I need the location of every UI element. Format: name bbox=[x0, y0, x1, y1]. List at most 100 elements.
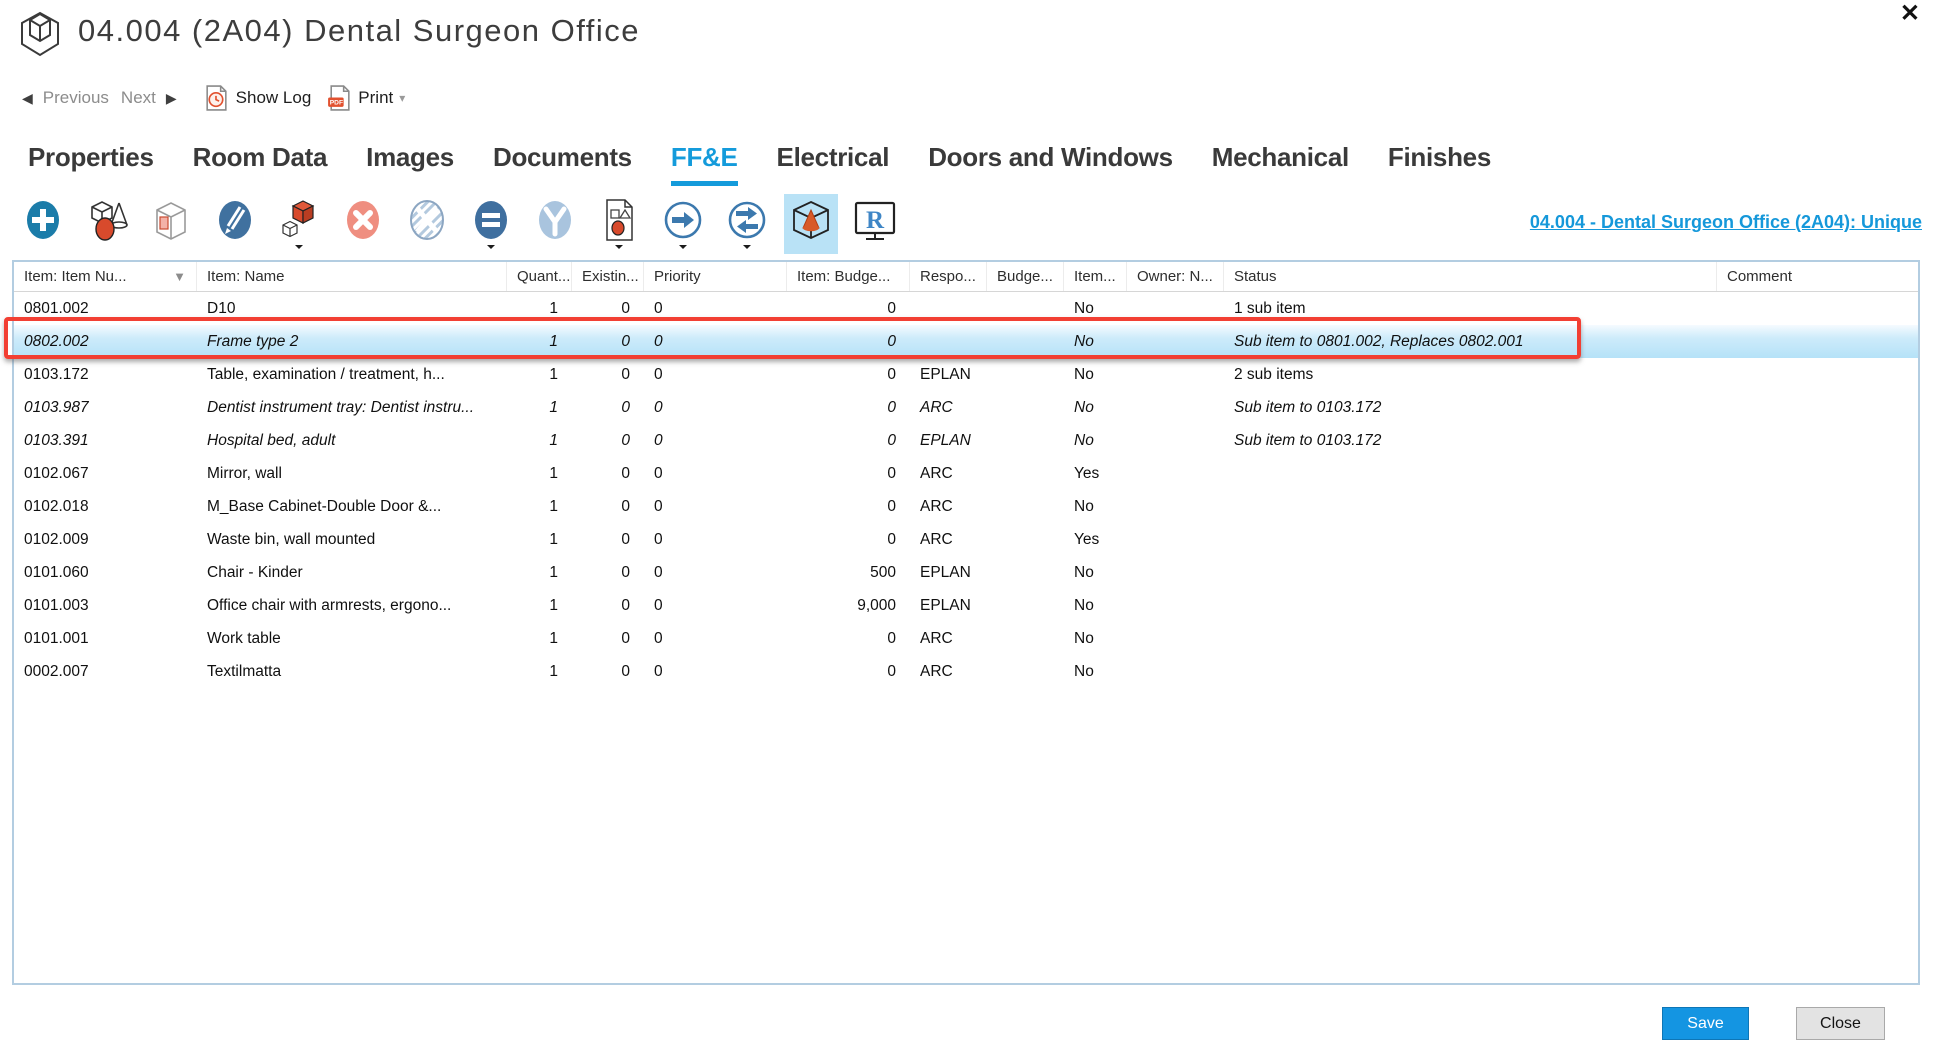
cell-responsible: ARC bbox=[920, 497, 953, 515]
tab-finishes[interactable]: Finishes bbox=[1387, 142, 1491, 172]
column-header-priority[interactable]: Priority bbox=[644, 262, 787, 291]
tab-mechanical[interactable]: Mechanical bbox=[1211, 142, 1349, 172]
copy-item-icon[interactable] bbox=[272, 194, 326, 254]
item-library-icon[interactable] bbox=[80, 194, 134, 254]
sort-descending-icon: ▼ bbox=[173, 269, 186, 284]
cell-item_flag: No bbox=[1074, 629, 1094, 647]
cell-existing: 0 bbox=[621, 530, 630, 548]
column-header-budget[interactable]: Item: Budge... bbox=[787, 262, 910, 291]
table-row[interactable]: 0101.003 Office chair with armrests, ergo… bbox=[14, 589, 1918, 622]
column-header-budget2[interactable]: Budge... bbox=[987, 262, 1064, 291]
cell-quantity: 1 bbox=[549, 299, 558, 317]
column-header-comment[interactable]: Comment bbox=[1717, 262, 1918, 291]
cell-item_flag: Yes bbox=[1074, 530, 1100, 548]
3d-view-icon[interactable] bbox=[784, 194, 838, 254]
copy-dropdown-icon[interactable] bbox=[295, 245, 303, 253]
cell-number: 0102.018 bbox=[24, 497, 89, 515]
tab-ff-e[interactable]: FF&E bbox=[670, 142, 738, 186]
add-item-icon[interactable] bbox=[16, 194, 70, 254]
table-row[interactable]: 0101.060 Chair - Kinder 1 0 0 500 EPLAN No bbox=[14, 556, 1918, 589]
cell-name: Mirror, wall bbox=[207, 464, 282, 482]
show-log-button[interactable]: Show Log bbox=[203, 84, 311, 112]
revit-icon[interactable]: R bbox=[848, 194, 902, 254]
cell-priority: 0 bbox=[654, 431, 663, 449]
cell-item_flag: No bbox=[1074, 662, 1094, 680]
tab-room-data[interactable]: Room Data bbox=[192, 142, 328, 172]
previous-button[interactable]: Previous bbox=[42, 88, 109, 107]
cell-status: Sub item to 0801.002, Replaces 0802.001 bbox=[1234, 332, 1524, 350]
table-row[interactable]: 0102.009 Waste bin, wall mounted 1 0 0 0 ARC Ye… bbox=[14, 523, 1918, 556]
tab-doors-and-windows[interactable]: Doors and Windows bbox=[928, 142, 1173, 172]
tab-electrical[interactable]: Electrical bbox=[776, 142, 890, 172]
svg-text:PDF: PDF bbox=[330, 100, 343, 107]
report-dropdown-icon[interactable] bbox=[615, 245, 623, 253]
tab-properties[interactable]: Properties bbox=[28, 142, 154, 172]
column-header-owner[interactable]: Owner: N... bbox=[1127, 262, 1224, 291]
cell-item_flag: No bbox=[1074, 365, 1094, 383]
cell-existing: 0 bbox=[621, 596, 630, 614]
item-report-icon[interactable] bbox=[592, 194, 646, 254]
cell-number: 0102.009 bbox=[24, 530, 89, 548]
table-row[interactable]: 0103.987 Dentist instrument tray: Dentist… bbox=[14, 391, 1918, 424]
cell-name: Frame type 2 bbox=[207, 332, 299, 350]
cell-name: M_Base Cabinet-Double Door &... bbox=[207, 497, 442, 515]
cell-existing: 0 bbox=[621, 464, 630, 482]
package-icon[interactable] bbox=[144, 194, 198, 254]
table-row[interactable]: 0102.018 M_Base Cabinet-Double Door &... 1… bbox=[14, 490, 1918, 523]
column-header-label: Budge... bbox=[997, 268, 1053, 285]
move-item-icon[interactable] bbox=[656, 194, 710, 254]
table-row[interactable]: 0801.002 D10 1 0 0 0 No 1 sub item bbox=[14, 292, 1918, 325]
properties-dropdown-icon[interactable] bbox=[487, 245, 495, 253]
cell-quantity: 1 bbox=[549, 464, 558, 482]
cell-name: Office chair with armrests, ergono... bbox=[207, 596, 452, 614]
print-dropdown-icon[interactable]: ▾ bbox=[399, 91, 406, 105]
cell-status: 2 sub items bbox=[1234, 365, 1314, 383]
tab-images[interactable]: Images bbox=[366, 142, 454, 172]
cell-existing: 0 bbox=[621, 332, 630, 350]
save-button[interactable]: Save bbox=[1662, 1007, 1749, 1040]
column-header-label: Status bbox=[1234, 268, 1277, 285]
properties-icon[interactable] bbox=[464, 194, 518, 254]
window-close-icon[interactable]: ✕ bbox=[1899, 0, 1920, 27]
cell-responsible: ARC bbox=[920, 464, 953, 482]
cell-item_flag: No bbox=[1074, 497, 1094, 515]
room-context-link[interactable]: 04.004 - Dental Surgeon Office (2A04): U… bbox=[1529, 212, 1922, 232]
cell-number: 0101.003 bbox=[24, 596, 89, 614]
cell-quantity: 1 bbox=[549, 398, 558, 416]
column-header-existing[interactable]: Existin... bbox=[572, 262, 644, 291]
column-header-label: Item... bbox=[1074, 268, 1116, 285]
column-header-number[interactable]: Item: Item Nu... ▼ bbox=[14, 262, 197, 291]
cell-priority: 0 bbox=[654, 629, 663, 647]
cell-status: Sub item to 0103.172 bbox=[1234, 431, 1382, 449]
column-header-name[interactable]: Item: Name bbox=[197, 262, 507, 291]
tab-documents[interactable]: Documents bbox=[492, 142, 632, 172]
cell-budget: 0 bbox=[887, 464, 896, 482]
previous-arrow-icon[interactable]: ◀ bbox=[22, 89, 33, 106]
table-row[interactable]: 0103.391 Hospital bed, adult 1 0 0 0 EPLAN No Su… bbox=[14, 424, 1918, 457]
table-row[interactable]: 0103.172 Table, examination / treatment, … bbox=[14, 358, 1918, 391]
cell-item_flag: No bbox=[1074, 596, 1094, 614]
deactivate-item-icon[interactable] bbox=[400, 194, 454, 254]
print-button[interactable]: PDF Print ▾ bbox=[327, 84, 405, 112]
replace-item-icon[interactable] bbox=[720, 194, 774, 254]
table-row[interactable]: 0101.001 Work table 1 0 0 0 ARC No bbox=[14, 622, 1918, 655]
column-header-responsible[interactable]: Respo... bbox=[910, 262, 987, 291]
cell-item_flag: No bbox=[1074, 332, 1094, 350]
move-dropdown-icon[interactable] bbox=[679, 245, 687, 253]
close-button[interactable]: Close bbox=[1796, 1007, 1885, 1040]
edit-icon[interactable] bbox=[208, 194, 262, 254]
cell-existing: 0 bbox=[621, 497, 630, 515]
replace-dropdown-icon[interactable] bbox=[743, 245, 751, 253]
column-header-item_flag[interactable]: Item... bbox=[1064, 262, 1127, 291]
column-header-quantity[interactable]: Quant... bbox=[507, 262, 572, 291]
table-row[interactable]: 0802.002 Frame type 2 1 0 0 0 No Sub item to 08… bbox=[14, 325, 1918, 358]
next-arrow-icon[interactable]: ▶ bbox=[165, 89, 177, 106]
table-row[interactable]: 0002.007 Textilmatta 1 0 0 0 ARC No bbox=[14, 655, 1918, 688]
column-header-label: Priority bbox=[654, 268, 701, 285]
split-item-icon[interactable] bbox=[528, 194, 582, 254]
next-button[interactable]: Next bbox=[120, 88, 156, 107]
cell-existing: 0 bbox=[621, 365, 630, 383]
column-header-status[interactable]: Status bbox=[1224, 262, 1717, 291]
table-row[interactable]: 0102.067 Mirror, wall 1 0 0 0 ARC Yes bbox=[14, 457, 1918, 490]
delete-icon[interactable] bbox=[336, 194, 390, 254]
